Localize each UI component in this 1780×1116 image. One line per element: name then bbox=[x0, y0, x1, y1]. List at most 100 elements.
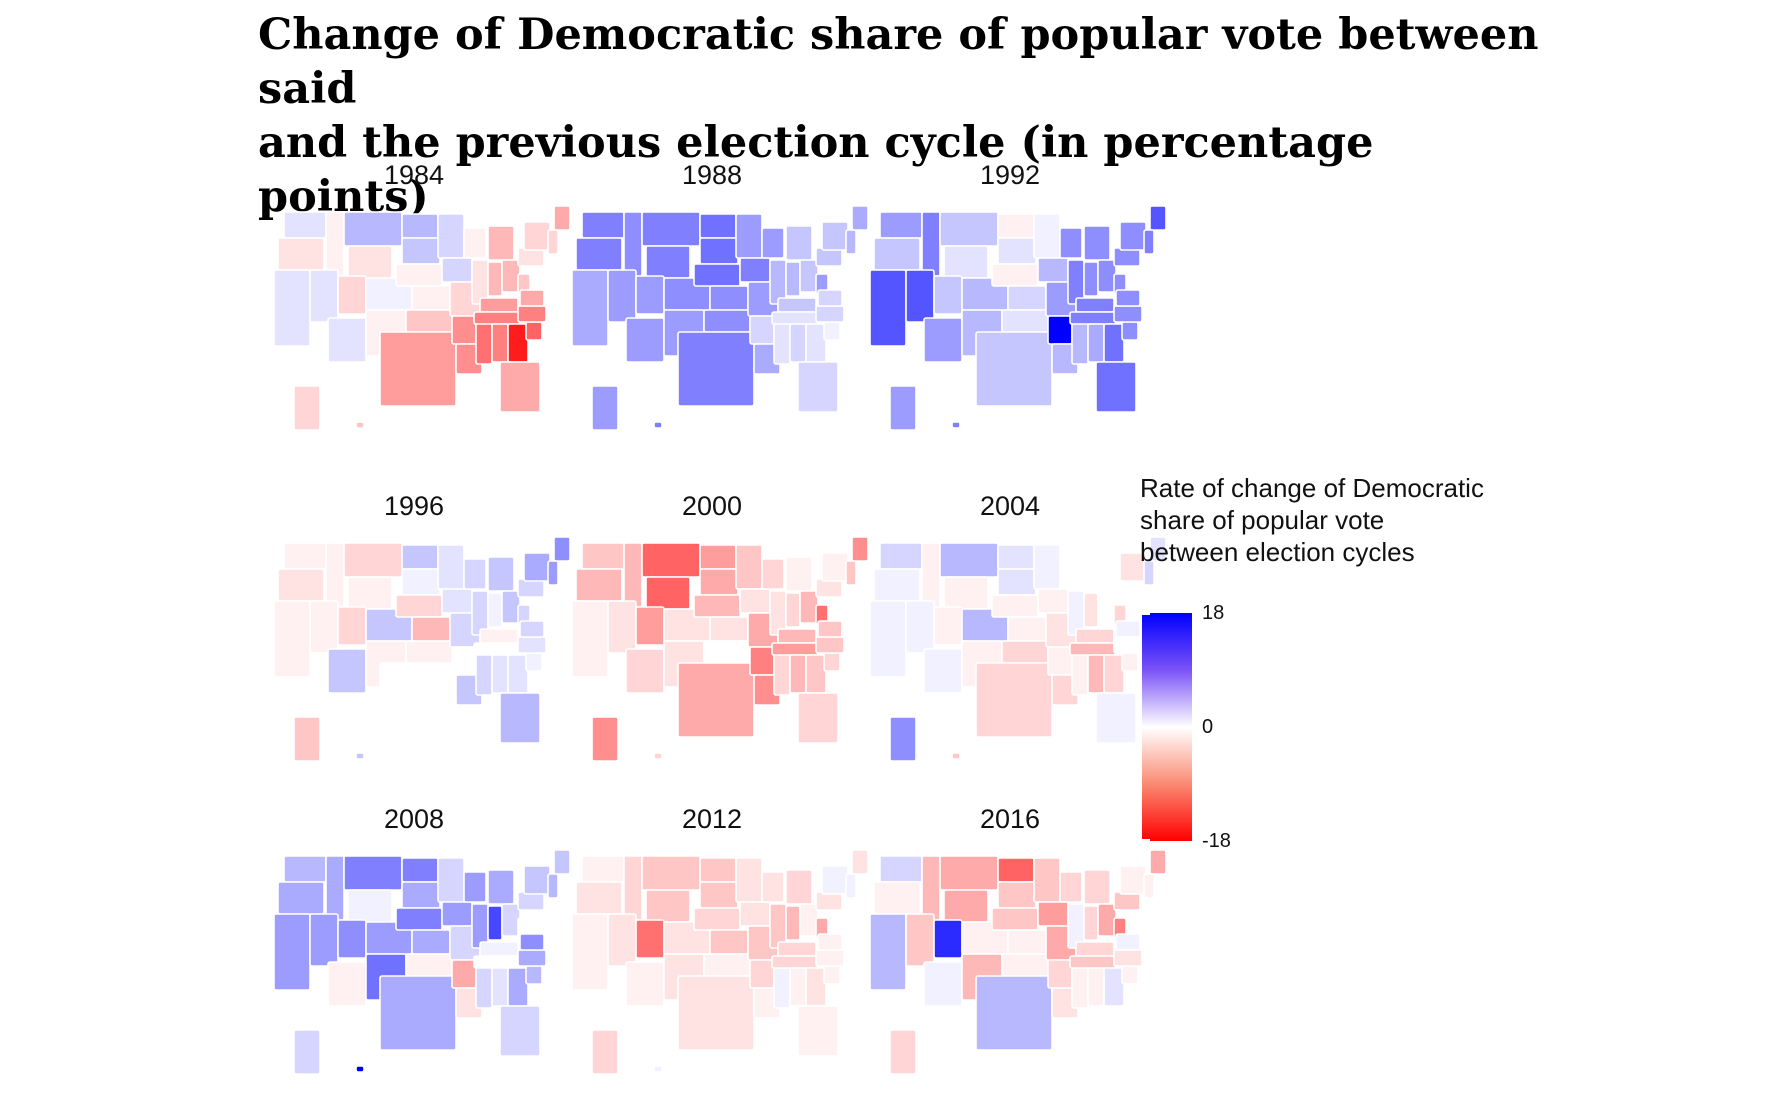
us-map-2012 bbox=[571, 849, 869, 1075]
state-MI-1984 bbox=[487, 225, 515, 261]
state-MS-2008 bbox=[475, 965, 493, 1009]
state-CA-1996 bbox=[273, 600, 311, 678]
state-NY-2008 bbox=[523, 865, 551, 895]
state-FL-2004 bbox=[1095, 692, 1137, 744]
state-WI-2004 bbox=[1059, 558, 1083, 590]
state-AZ-2004 bbox=[923, 648, 963, 694]
state-ID-1992 bbox=[921, 211, 941, 277]
state-IN-1992 bbox=[1083, 261, 1099, 297]
state-NC-1992 bbox=[1113, 305, 1143, 323]
state-WY-2004 bbox=[943, 576, 989, 610]
state-MI-2012 bbox=[785, 869, 813, 905]
state-ND-2008 bbox=[401, 857, 439, 883]
state-CA-2004 bbox=[869, 600, 907, 678]
state-NE-2012 bbox=[845, 873, 857, 899]
state-AZ-2012 bbox=[625, 961, 665, 1007]
state-MS-1996 bbox=[475, 652, 493, 696]
state-NV-2000 bbox=[607, 600, 637, 654]
state-ID-2000 bbox=[623, 542, 643, 608]
panel-title-2004: 2004 bbox=[979, 491, 1041, 521]
state-TX-1992 bbox=[975, 331, 1053, 407]
state-OK-2008 bbox=[405, 953, 453, 977]
us-map-2000 bbox=[571, 536, 869, 762]
state-TN-2008 bbox=[473, 955, 521, 969]
state-MN-2004 bbox=[1033, 544, 1061, 590]
state-TN-1992 bbox=[1069, 311, 1117, 325]
panel-title-1996: 1996 bbox=[383, 491, 445, 521]
state-HI-1984 bbox=[355, 421, 365, 429]
state-NY-1996 bbox=[523, 552, 551, 582]
panel-title-1988: 1988 bbox=[681, 160, 743, 190]
state-MI-1988 bbox=[785, 225, 813, 261]
state-ME-1984 bbox=[553, 205, 571, 231]
state-KY-1988 bbox=[777, 297, 817, 313]
state-KS-2012 bbox=[709, 929, 749, 955]
state-IN-2016 bbox=[1083, 905, 1099, 941]
state-MI-2016 bbox=[1083, 869, 1111, 905]
legend-tick-max: 18 bbox=[1202, 602, 1225, 624]
state-FL-2000 bbox=[797, 692, 839, 744]
state-TN-1984 bbox=[473, 311, 521, 325]
state-HI-2004 bbox=[951, 752, 961, 760]
state-TX-2000 bbox=[677, 662, 755, 738]
state-TN-2012 bbox=[771, 955, 819, 969]
state-KS-2016 bbox=[1007, 929, 1047, 955]
state-WY-1996 bbox=[347, 576, 393, 610]
state-CA-1988 bbox=[571, 269, 609, 347]
state-AR-1988 bbox=[749, 315, 775, 345]
state-UT-1988 bbox=[635, 275, 665, 315]
state-SC-2004 bbox=[1121, 652, 1139, 672]
state-AZ-1988 bbox=[625, 317, 665, 363]
legend-tick-min: -18 bbox=[1202, 830, 1231, 852]
state-AL-2004 bbox=[1087, 654, 1105, 694]
state-IA-1992 bbox=[1037, 257, 1069, 283]
state-NV-2016 bbox=[905, 913, 935, 967]
state-AR-2008 bbox=[451, 959, 477, 989]
state-KS-1996 bbox=[411, 616, 451, 642]
state-WY-1984 bbox=[347, 245, 393, 279]
us-map-2008 bbox=[273, 849, 571, 1075]
state-FL-1988 bbox=[797, 361, 839, 413]
state-WI-2000 bbox=[761, 558, 785, 590]
state-ID-1988 bbox=[623, 211, 643, 277]
state-MS-2004 bbox=[1071, 652, 1089, 696]
state-GA-2000 bbox=[805, 654, 827, 694]
state-KY-2016 bbox=[1075, 941, 1115, 957]
state-GA-1992 bbox=[1103, 323, 1125, 363]
state-AK-1984 bbox=[293, 385, 321, 431]
state-AK-1996 bbox=[293, 716, 321, 762]
state-KS-1992 bbox=[1007, 285, 1047, 311]
state-NE-2004 bbox=[1143, 560, 1155, 586]
state-MN-1988 bbox=[735, 213, 763, 259]
state-AZ-2008 bbox=[327, 961, 367, 1007]
state-NE-1988 bbox=[845, 229, 857, 255]
state-KY-2008 bbox=[479, 941, 519, 957]
state-WY-1992 bbox=[943, 245, 989, 279]
state-CA-2008 bbox=[273, 913, 311, 991]
state-OK-2012 bbox=[703, 953, 751, 977]
state-SD-2004 bbox=[997, 568, 1037, 596]
state-MS-2016 bbox=[1071, 965, 1089, 1009]
us-map-1992 bbox=[869, 205, 1167, 431]
state-IN-2012 bbox=[785, 905, 801, 941]
state-SD-2016 bbox=[997, 881, 1037, 909]
state-HI-2016 bbox=[951, 1065, 961, 1073]
legend-colorbar bbox=[1142, 613, 1192, 841]
state-WI-1988 bbox=[761, 227, 785, 259]
state-MT-1988 bbox=[641, 211, 701, 247]
state-NE-1992 bbox=[991, 263, 1039, 287]
state-MT-2000 bbox=[641, 542, 701, 578]
state-MN-2000 bbox=[735, 544, 763, 590]
state-AZ-1984 bbox=[327, 317, 367, 363]
state-SD-2012 bbox=[699, 881, 739, 909]
state-TX-2016 bbox=[975, 975, 1053, 1051]
state-NE-2004 bbox=[991, 594, 1039, 618]
state-AL-1988 bbox=[789, 323, 807, 363]
state-MI-2004 bbox=[1083, 556, 1111, 592]
state-GA-1996 bbox=[507, 654, 529, 694]
state-AR-2004 bbox=[1047, 646, 1073, 676]
state-NC-1984 bbox=[517, 305, 547, 323]
state-KY-1992 bbox=[1075, 297, 1115, 313]
state-NY-1984 bbox=[523, 221, 551, 251]
state-MT-1992 bbox=[939, 211, 999, 247]
